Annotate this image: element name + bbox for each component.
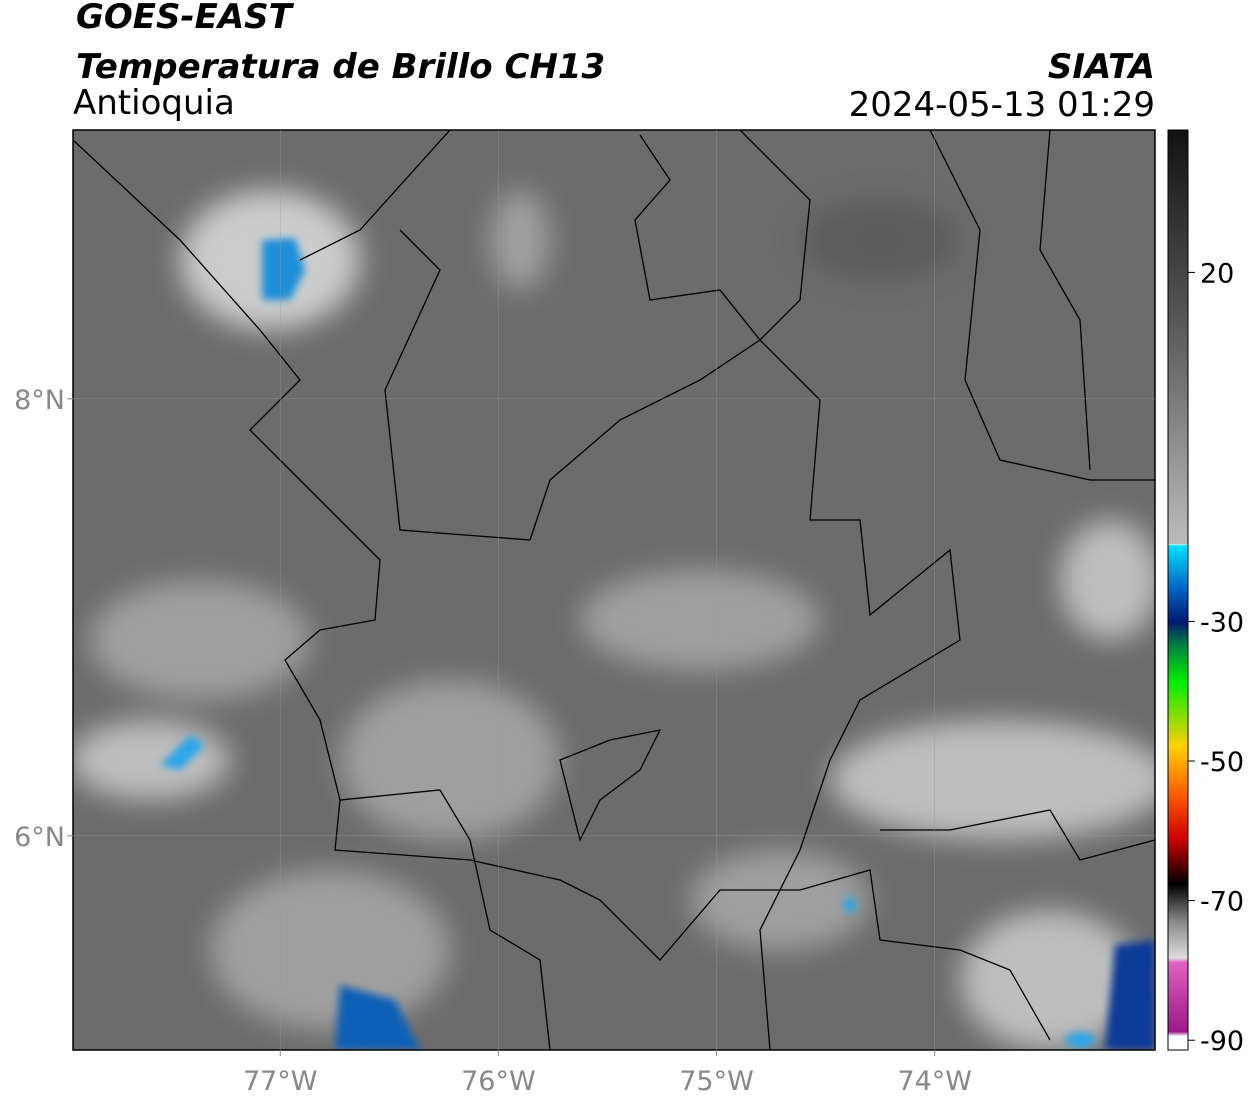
region: Antioquia — [73, 83, 235, 123]
satellite-image — [73, 130, 1155, 1050]
title: GOES-EAST — [76, 0, 295, 37]
source: SIATA — [1048, 47, 1155, 87]
colorbar-tick-label: -30 — [1200, 607, 1244, 638]
map-frame — [72, 129, 1156, 1051]
colorbar-tick-label: -50 — [1200, 747, 1244, 778]
x-tick-label: 75°W — [679, 1066, 754, 1097]
datetime: 2024-05-13 01:29 — [849, 85, 1155, 125]
x-tick-label: 76°W — [461, 1066, 536, 1097]
x-tick-label: 74°W — [897, 1066, 972, 1097]
colorbar — [1167, 129, 1189, 1051]
colorbar-tick-label: -90 — [1200, 1026, 1244, 1057]
y-tick-label: 8°N — [14, 385, 65, 416]
subtitle: Temperatura de Brillo CH13 — [76, 47, 605, 87]
colorbar-tick-label: -70 — [1200, 887, 1244, 918]
x-tick-label: 77°W — [243, 1066, 318, 1097]
colorbar-tick-label: 20 — [1200, 258, 1234, 289]
y-tick-label: 6°N — [14, 822, 65, 853]
